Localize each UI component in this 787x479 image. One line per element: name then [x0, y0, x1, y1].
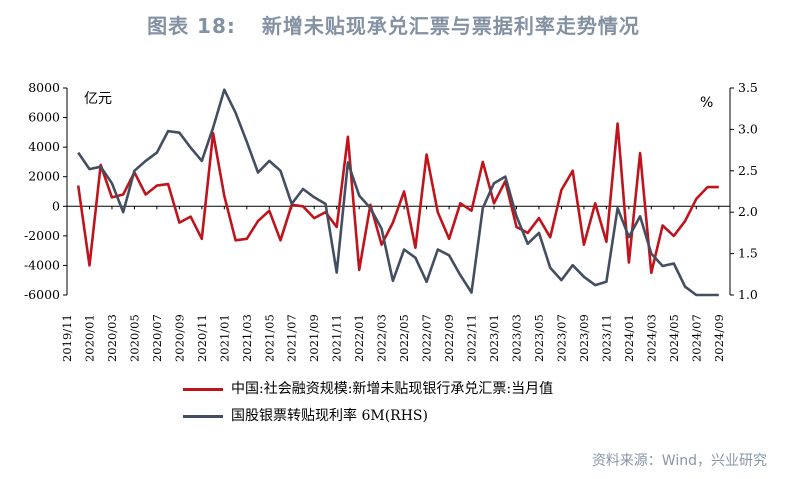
- x-tick-label: 2020/03: [105, 314, 119, 362]
- x-tick-label: 2022/11: [465, 314, 479, 362]
- x-tick-label: 2023/01: [487, 314, 501, 362]
- x-tick-label: 2021/05: [262, 314, 276, 362]
- left-tick-label: 2000: [28, 169, 60, 184]
- legend-item-bills: 中国:社会融资规模:新增未贴现银行承兑汇票:当月值: [183, 378, 553, 398]
- x-tick-label: 2023/03: [509, 314, 523, 362]
- x-tick-label: 2022/01: [352, 314, 366, 362]
- series-line-rate: [77, 88, 719, 297]
- legend-swatch-bills: [183, 387, 223, 391]
- legend-label-bills: 中国:社会融资规模:新增未贴现银行承兑汇票:当月值: [231, 381, 554, 397]
- left-unit-label: 亿元: [84, 91, 112, 107]
- left-tick-label: -2000: [24, 228, 60, 243]
- chart-title: 图表 18: 新增未贴现承兑汇票与票据利率走势情况: [0, 10, 787, 39]
- x-tick-label: 2022/09: [442, 314, 456, 362]
- left-tick-label: 8000: [28, 80, 60, 95]
- x-tick-label: 2020/11: [195, 314, 209, 362]
- left-tick-label: 4000: [28, 139, 60, 154]
- x-tick-label: 2021/03: [240, 314, 254, 362]
- x-tick-label: 2023/07: [554, 314, 568, 362]
- x-tick-label: 2021/07: [285, 314, 299, 362]
- legend-label-rate: 国股银票转贴现利率 6M(RHS): [231, 408, 428, 424]
- source-note: 资料来源：Wind，兴业研究: [591, 453, 767, 469]
- left-tick-label: -6000: [24, 287, 60, 302]
- x-tick-label: 2023/09: [577, 314, 591, 362]
- right-tick-label: 1.0: [738, 287, 758, 302]
- x-tick-label: 2024/03: [644, 314, 658, 362]
- x-tick-label: 2021/01: [217, 314, 231, 362]
- x-tick-label: 2024/07: [689, 314, 703, 362]
- right-unit-label: %: [700, 95, 713, 111]
- x-tick-label: 2019/11: [60, 314, 74, 362]
- right-tick-label: 2.5: [738, 163, 758, 178]
- x-tick-label: 2020/07: [150, 314, 164, 362]
- x-tick-label: 2024/05: [667, 314, 681, 362]
- left-tick-label: -4000: [24, 257, 60, 272]
- x-tick-label: 2021/11: [330, 314, 344, 362]
- series-line-bills: [76, 122, 719, 275]
- legend-item-rate: 国股银票转贴现利率 6M(RHS): [183, 405, 428, 425]
- x-tick-label: 2022/07: [420, 314, 434, 362]
- x-tick-label: 2020/09: [172, 314, 186, 362]
- x-tick-label: 2023/05: [532, 314, 546, 362]
- left-tick-label: 6000: [28, 110, 60, 125]
- x-tick-label: 2020/05: [127, 314, 141, 362]
- legend-swatch-rate: [183, 414, 223, 418]
- x-tick-label: 2022/03: [375, 314, 389, 362]
- x-tick-label: 2023/11: [599, 314, 613, 362]
- x-tick-label: 2024/01: [622, 314, 636, 362]
- right-tick-label: 3.5: [738, 80, 758, 95]
- x-tick-label: 2024/09: [712, 314, 726, 362]
- right-tick-label: 1.5: [738, 246, 758, 261]
- right-tick-label: 3.0: [738, 121, 758, 136]
- right-tick-label: 2.0: [738, 204, 758, 219]
- x-tick-label: 2022/05: [397, 314, 411, 362]
- figure-label: 图表 18:: [147, 14, 236, 38]
- x-tick-label: 2020/01: [82, 314, 96, 362]
- figure-title-text: 新增未贴现承兑汇票与票据利率走势情况: [261, 14, 640, 38]
- left-tick-label: 0: [52, 198, 60, 213]
- x-tick-label: 2021/09: [307, 314, 321, 362]
